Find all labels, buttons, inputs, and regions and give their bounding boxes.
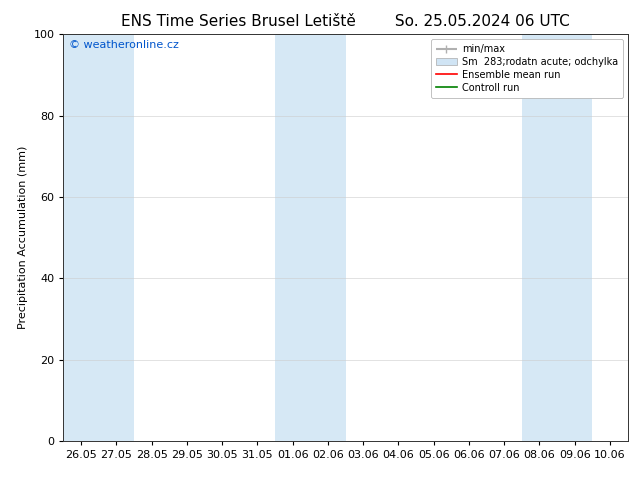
- Bar: [310, 34, 346, 441]
- Title: ENS Time Series Brusel Letiště        So. 25.05.2024 06 UTC: ENS Time Series Brusel Letiště So. 25.05…: [121, 14, 570, 29]
- Bar: [522, 34, 557, 441]
- Bar: [63, 34, 99, 441]
- Bar: [275, 34, 310, 441]
- Y-axis label: Precipitation Accumulation (mm): Precipitation Accumulation (mm): [18, 146, 28, 329]
- Legend: min/max, Sm  283;rodatn acute; odchylka, Ensemble mean run, Controll run: min/max, Sm 283;rodatn acute; odchylka, …: [430, 39, 623, 98]
- Text: © weatheronline.cz: © weatheronline.cz: [69, 40, 179, 50]
- Bar: [557, 34, 592, 441]
- Bar: [99, 34, 134, 441]
